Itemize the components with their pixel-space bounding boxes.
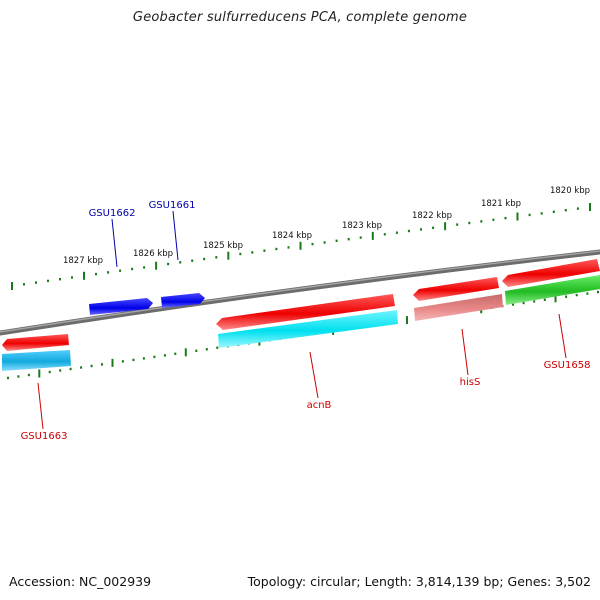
- scale-label: 1820 kbp: [550, 186, 590, 196]
- feature-gsu1658-product[interactable]: [505, 275, 600, 305]
- label-gsu1662[interactable]: GSU1662: [89, 208, 136, 219]
- feature-acnb-product[interactable]: [218, 310, 398, 348]
- genome-summary-text: Topology: circular; Length: 3,814,139 bp…: [247, 574, 591, 589]
- scale-label: 1826 kbp: [133, 249, 173, 259]
- genome-backbone: [0, 249, 600, 336]
- gene-hiss-arrow[interactable]: [413, 277, 499, 301]
- genome-backbone-highlight: [0, 250, 600, 333]
- callout-gsu1663: [37, 382, 44, 430]
- label-gsu1658[interactable]: GSU1658: [544, 360, 591, 371]
- callout-hiss: [461, 328, 469, 376]
- outer-scale-ticks: [11, 203, 591, 290]
- callout-gsu1661: [172, 210, 179, 261]
- label-acnb[interactable]: acnB: [307, 400, 332, 411]
- gene-gsu1658-arrow[interactable]: [502, 259, 600, 287]
- accession-text: Accession: NC_002939: [9, 574, 152, 589]
- scale-label: 1822 kbp: [412, 211, 452, 221]
- scale-label: 1824 kbp: [272, 231, 312, 241]
- gene-acnb-arrow[interactable]: [216, 294, 395, 330]
- callout-acnb: [309, 351, 319, 399]
- feature-hiss-product[interactable]: [414, 294, 503, 321]
- gene-gsu1663-arrow[interactable]: [2, 334, 69, 351]
- gene-gsu1662-arrow[interactable]: [89, 298, 153, 315]
- feature-gsu1663-product[interactable]: [2, 350, 71, 371]
- callout-gsu1662: [111, 218, 118, 268]
- scale-labels: 1827 kbp 1826 kbp 1825 kbp 1824 kbp 1823 kbp…: [63, 186, 590, 266]
- scale-label: 1827 kbp: [63, 256, 103, 266]
- label-gsu1661[interactable]: GSU1661: [149, 200, 196, 211]
- callout-gsu1658: [558, 313, 567, 359]
- scale-label: 1825 kbp: [203, 241, 243, 251]
- label-hiss[interactable]: hisS: [460, 377, 481, 388]
- gene-gsu1661-arrow[interactable]: [161, 293, 205, 308]
- scale-label: 1821 kbp: [481, 199, 521, 209]
- scale-label: 1823 kbp: [342, 221, 382, 231]
- label-gsu1663[interactable]: GSU1663: [21, 431, 68, 442]
- map-title: Geobacter sulfurreducens PCA, complete g…: [132, 10, 468, 25]
